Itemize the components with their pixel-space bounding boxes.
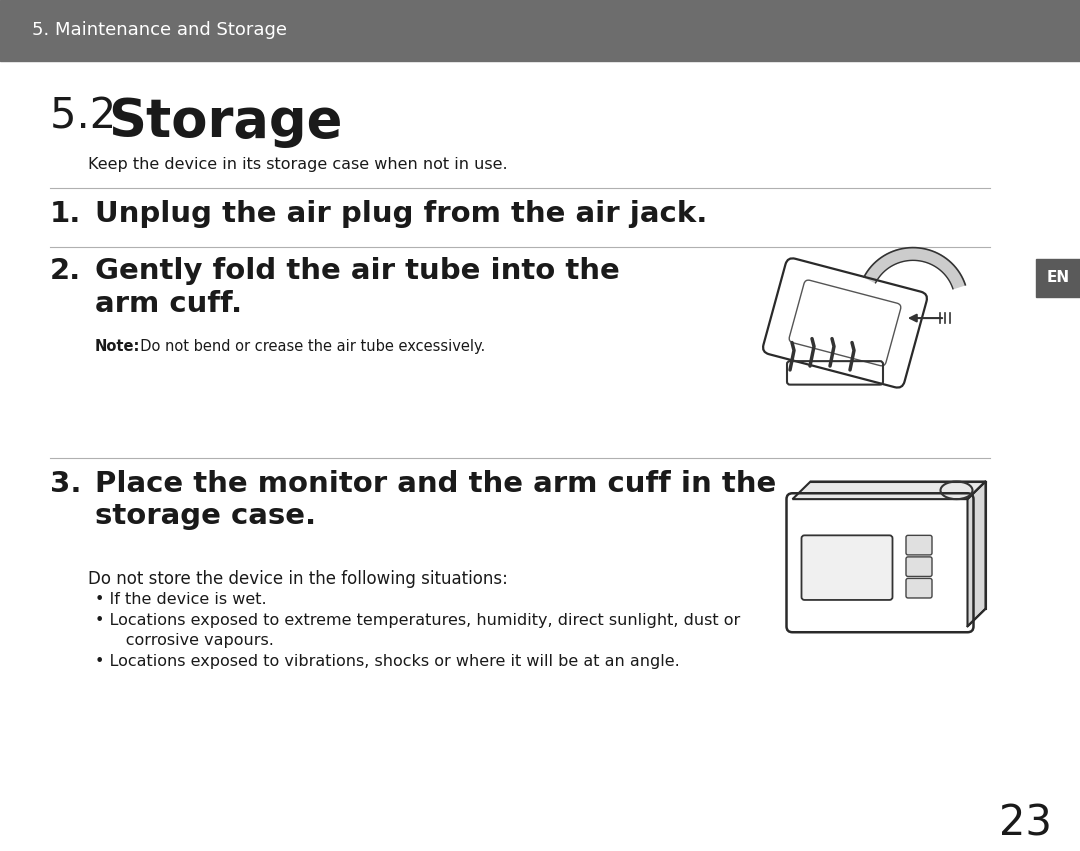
Text: Note:: Note: <box>95 339 140 354</box>
Text: 23: 23 <box>999 802 1052 844</box>
Text: Place the monitor and the arm cuff in the
storage case.: Place the monitor and the arm cuff in th… <box>95 470 777 530</box>
Text: Keep the device in its storage case when not in use.: Keep the device in its storage case when… <box>87 157 508 172</box>
Text: 3.: 3. <box>50 470 81 498</box>
Polygon shape <box>968 482 986 626</box>
Text: corrosive vapours.: corrosive vapours. <box>95 633 274 648</box>
FancyBboxPatch shape <box>906 579 932 598</box>
Text: 1.: 1. <box>50 200 81 228</box>
Text: • If the device is wet.: • If the device is wet. <box>95 592 267 607</box>
FancyBboxPatch shape <box>906 535 932 555</box>
Text: Storage: Storage <box>108 96 342 148</box>
Text: 5.2: 5.2 <box>50 96 143 138</box>
Text: • Locations exposed to vibrations, shocks or where it will be at an angle.: • Locations exposed to vibrations, shock… <box>95 654 679 669</box>
Text: EN: EN <box>1047 271 1069 285</box>
Text: 5. Maintenance and Storage: 5. Maintenance and Storage <box>32 21 287 39</box>
Text: 2.: 2. <box>50 257 81 285</box>
Bar <box>1036 260 1080 296</box>
Text: Do not store the device in the following situations:: Do not store the device in the following… <box>87 569 508 587</box>
Bar <box>0 0 1080 60</box>
Text: Unplug the air plug from the air jack.: Unplug the air plug from the air jack. <box>95 200 707 228</box>
Text: • Locations exposed to extreme temperatures, humidity, direct sunlight, dust or: • Locations exposed to extreme temperatu… <box>95 613 740 628</box>
FancyBboxPatch shape <box>801 535 892 600</box>
Text: Do not bend or crease the air tube excessively.: Do not bend or crease the air tube exces… <box>131 339 485 354</box>
Text: Gently fold the air tube into the
arm cuff.: Gently fold the air tube into the arm cu… <box>95 257 620 317</box>
Polygon shape <box>793 482 986 500</box>
Polygon shape <box>864 248 966 288</box>
FancyBboxPatch shape <box>906 557 932 576</box>
